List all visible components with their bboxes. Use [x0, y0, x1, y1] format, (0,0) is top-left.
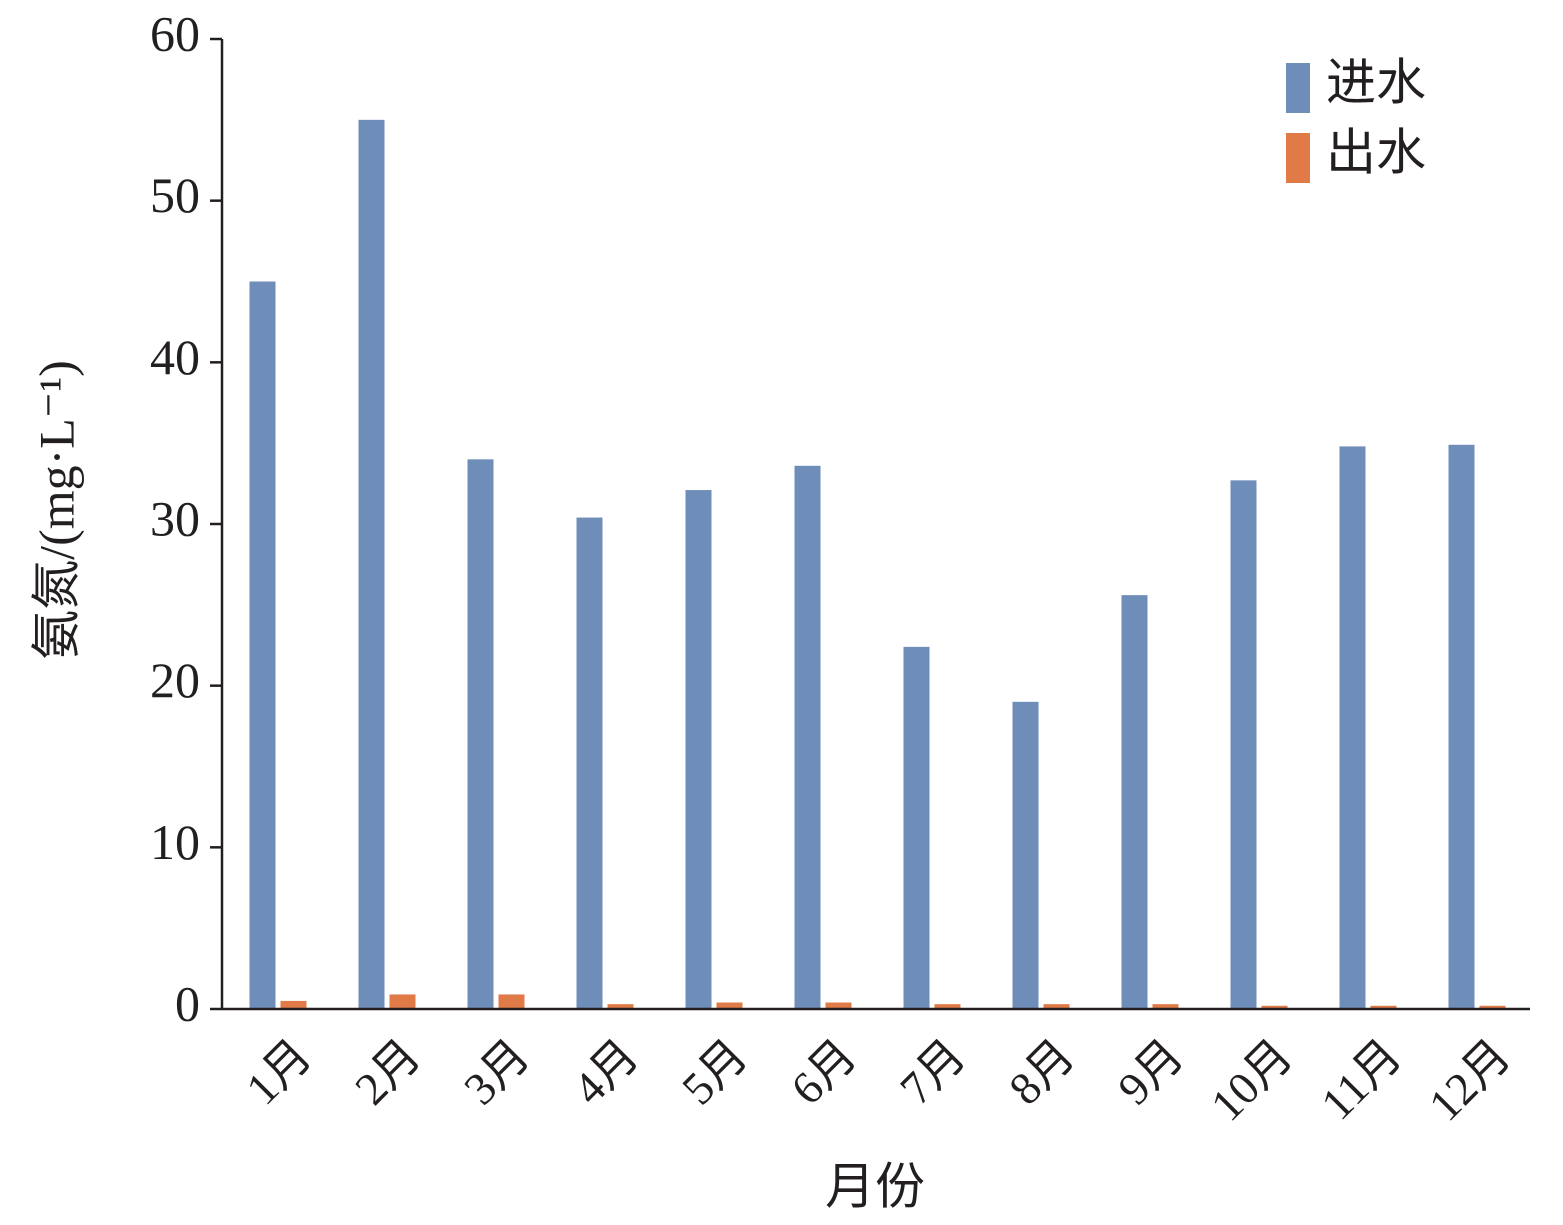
bar	[794, 465, 821, 1009]
x-tick-label: 4月	[563, 1029, 648, 1114]
x-tick-label: 2月	[345, 1029, 430, 1114]
y-axis-title: 氨氮/(mg·L⁻¹)	[28, 360, 84, 660]
bar	[1012, 701, 1039, 1009]
bar	[576, 517, 603, 1009]
legend-label: 进水	[1326, 54, 1426, 110]
bar	[1370, 1005, 1397, 1009]
x-tick-label: 9月	[1108, 1029, 1193, 1114]
x-tick-label: 5月	[672, 1029, 757, 1114]
y-tick-label: 10	[150, 814, 200, 870]
bar	[825, 1002, 852, 1009]
bar	[389, 994, 416, 1009]
bar	[249, 281, 276, 1009]
bar	[1448, 444, 1475, 1009]
legend-label: 出水	[1326, 124, 1426, 180]
x-tick-label: 3月	[454, 1029, 539, 1114]
y-tick-label: 0	[175, 975, 200, 1031]
x-tick-label: 12月	[1419, 1029, 1520, 1130]
y-tick-label: 30	[150, 490, 200, 546]
bar	[607, 1004, 634, 1009]
bar	[716, 1002, 743, 1009]
x-tick-label: 7月	[890, 1029, 975, 1114]
bar	[1152, 1004, 1179, 1009]
bar	[358, 119, 385, 1010]
x-tick-label: 6月	[781, 1029, 866, 1114]
bar	[498, 994, 525, 1009]
x-tick-label: 8月	[999, 1029, 1084, 1114]
x-axis-title: 月份	[825, 1158, 925, 1214]
bar	[934, 1004, 961, 1009]
legend-swatch	[1286, 63, 1310, 113]
bar	[685, 490, 712, 1009]
y-tick-label: 20	[150, 652, 200, 708]
bar	[280, 1000, 307, 1009]
x-tick-label: 10月	[1201, 1029, 1302, 1130]
x-tick-label: 1月	[236, 1029, 321, 1114]
bar	[1230, 480, 1257, 1010]
legend-swatch	[1286, 133, 1310, 183]
y-tick-label: 50	[150, 167, 200, 223]
bar	[467, 459, 494, 1009]
bar	[1121, 595, 1148, 1009]
y-tick-label: 60	[150, 5, 200, 61]
bar	[1479, 1005, 1506, 1009]
bar	[903, 646, 930, 1009]
bar	[1339, 446, 1366, 1009]
bar	[1043, 1004, 1070, 1009]
y-tick-label: 40	[150, 329, 200, 385]
x-tick-label: 11月	[1311, 1029, 1411, 1129]
bar	[1261, 1005, 1288, 1009]
